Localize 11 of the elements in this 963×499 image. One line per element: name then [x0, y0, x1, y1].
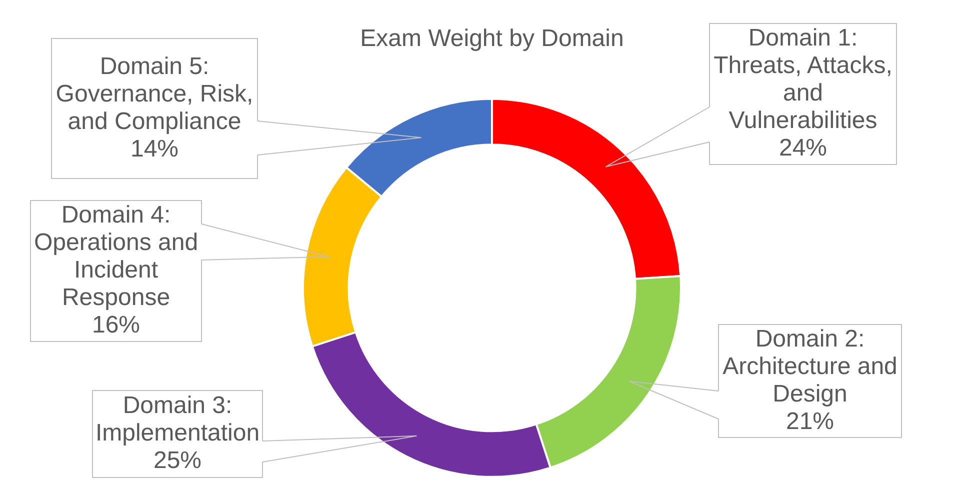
chart-title: Exam Weight by Domain: [360, 25, 624, 52]
slice-label: Domain 4: Operations and Incident Response: [34, 202, 198, 312]
slice-label: Domain 1: Threats, Attacks, and Vulnerabilities: [714, 24, 892, 134]
data-label: 21%: [786, 408, 834, 435]
slice-label: Domain 5: Governance, Risk, and Compliance: [56, 52, 254, 135]
data-label: 14%: [130, 135, 179, 162]
data-label: 24%: [778, 134, 828, 162]
slice-label: Domain 2: Architecture and Design: [722, 325, 898, 408]
data-label: 25%: [153, 447, 202, 474]
data-label: 16%: [92, 312, 140, 339]
slice-label: Domain 3: Implementation: [95, 392, 260, 447]
